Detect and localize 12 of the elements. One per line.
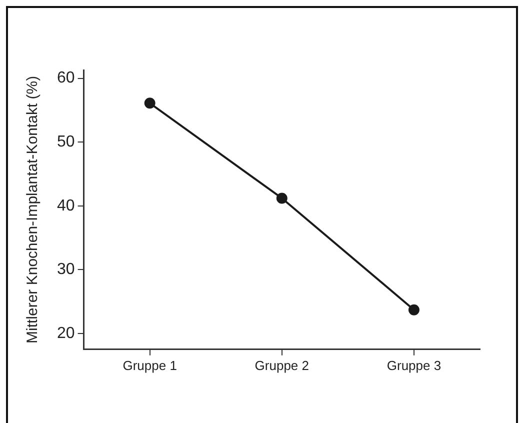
point xyxy=(276,192,288,204)
y-tick-label: 40 xyxy=(57,197,75,214)
x-tick-label: Gruppe 1 xyxy=(122,358,177,373)
y-tick-label: 50 xyxy=(57,133,75,150)
y-tick-label: 20 xyxy=(57,324,75,342)
point xyxy=(144,98,156,109)
point xyxy=(408,304,420,316)
y-axis-title: Mittlerer Knochen-Implantat-Kontakt (%) xyxy=(24,76,42,344)
y-tick-label: 60 xyxy=(57,70,75,87)
x-tick-label: Gruppe 3 xyxy=(386,358,442,373)
y-tick-label: 30 xyxy=(57,261,75,278)
x-tick-label: Gruppe 2 xyxy=(254,358,309,373)
